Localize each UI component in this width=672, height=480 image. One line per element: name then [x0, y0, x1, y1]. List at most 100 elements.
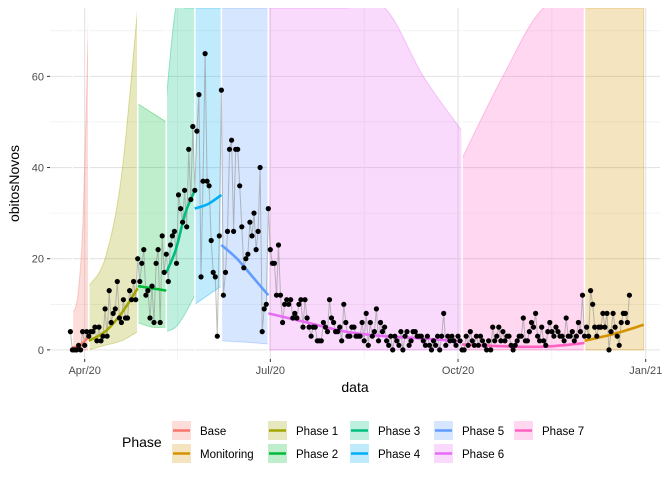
data-point: [243, 256, 248, 261]
data-point: [451, 338, 456, 343]
data-point: [113, 306, 118, 311]
data-point: [131, 279, 136, 284]
data-point: [392, 334, 397, 339]
data-point: [272, 261, 277, 266]
data-point: [468, 329, 473, 334]
data-point: [133, 297, 138, 302]
data-point: [539, 325, 544, 330]
data-point: [96, 325, 101, 330]
data-point: [151, 320, 156, 325]
data-point: [494, 334, 499, 339]
data-point: [535, 334, 540, 339]
data-point: [431, 338, 436, 343]
data-point: [286, 302, 291, 307]
data-point: [300, 325, 305, 330]
data-point: [249, 233, 254, 238]
legend-item-base: Base: [172, 421, 226, 440]
data-point: [364, 311, 369, 316]
data-point: [288, 297, 293, 302]
legend-item-phase-5: Phase 5: [434, 421, 504, 440]
data-point: [588, 288, 593, 293]
data-point: [90, 329, 95, 334]
data-point: [390, 347, 395, 352]
data-point: [170, 233, 175, 238]
data-point: [347, 334, 352, 339]
data-point: [323, 325, 328, 330]
legend-item-phase-3: Phase 3: [350, 421, 420, 440]
legend-item-monitoring: Monitoring: [172, 444, 254, 463]
data-point: [433, 343, 438, 348]
data-point: [292, 311, 297, 316]
data-point: [382, 325, 387, 330]
data-point: [521, 315, 526, 320]
data-point: [231, 229, 236, 234]
data-point: [302, 297, 307, 302]
data-point: [205, 179, 210, 184]
data-point: [198, 274, 203, 279]
data-point: [527, 329, 532, 334]
data-point: [602, 325, 607, 330]
data-point: [209, 238, 214, 243]
data-point: [441, 311, 446, 316]
data-point: [529, 320, 534, 325]
data-point: [280, 320, 285, 325]
legend-label: Phase 5: [462, 426, 504, 438]
data-point: [256, 229, 261, 234]
data-point: [235, 147, 240, 152]
data-point: [404, 329, 409, 334]
legend-item-phase-4: Phase 4: [350, 444, 421, 463]
data-point: [82, 343, 87, 348]
legend-item-phase-7: Phase 7: [514, 421, 584, 440]
data-point: [425, 334, 430, 339]
data-point: [325, 329, 330, 334]
data-point: [335, 329, 340, 334]
legend-item-phase-1: Phase 1: [268, 421, 338, 440]
data-point: [194, 129, 199, 134]
data-point: [419, 334, 424, 339]
data-point: [443, 343, 448, 348]
data-point: [319, 338, 324, 343]
data-point: [572, 338, 577, 343]
data-point: [476, 343, 481, 348]
data-point: [531, 325, 536, 330]
x-tick-label: Oct/20: [442, 365, 474, 377]
data-point: [147, 315, 152, 320]
y-tick-label: 40: [32, 163, 44, 175]
data-point: [139, 261, 144, 266]
data-point: [203, 51, 208, 56]
data-point: [68, 329, 73, 334]
data-point: [160, 233, 165, 238]
data-point: [553, 325, 558, 330]
data-point: [515, 338, 520, 343]
data-point: [196, 92, 201, 97]
data-point: [278, 293, 283, 298]
data-point: [309, 334, 314, 339]
data-point: [111, 311, 116, 316]
data-point: [331, 320, 336, 325]
data-point: [178, 206, 183, 211]
data-point: [437, 347, 442, 352]
data-point: [570, 329, 575, 334]
data-point: [458, 338, 463, 343]
data-point: [376, 338, 381, 343]
data-point: [586, 334, 591, 339]
data-point: [455, 334, 460, 339]
legend-item-phase-2: Phase 2: [268, 444, 338, 463]
data-point: [180, 220, 185, 225]
data-point: [166, 279, 171, 284]
data-point: [119, 320, 124, 325]
data-point: [470, 338, 475, 343]
data-point: [370, 334, 375, 339]
data-point: [478, 334, 483, 339]
data-point: [615, 334, 620, 339]
data-point: [506, 334, 511, 339]
data-point: [109, 320, 114, 325]
data-point: [247, 220, 252, 225]
data-point: [186, 147, 191, 152]
data-point: [562, 338, 567, 343]
data-point: [125, 315, 130, 320]
data-point: [533, 311, 538, 316]
band-phase-4: [195, 8, 222, 304]
y-axis-title: obitosNovos: [6, 145, 22, 222]
data-point: [221, 293, 226, 298]
